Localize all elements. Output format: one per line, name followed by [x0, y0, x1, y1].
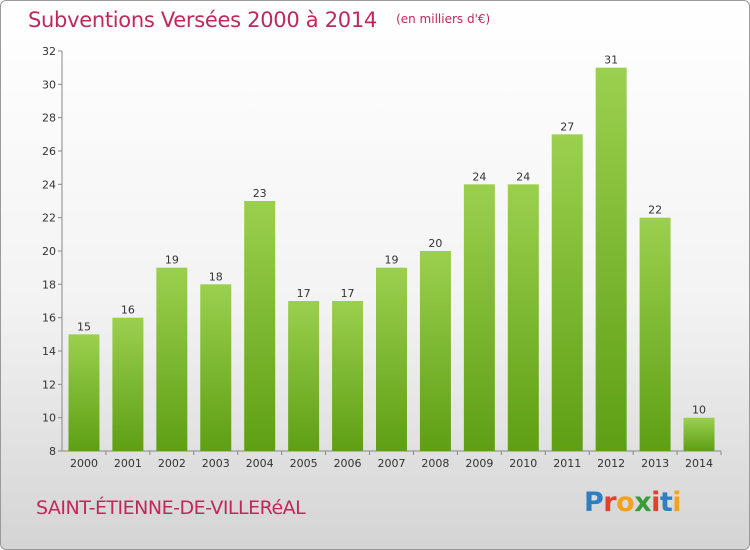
- logo-letter: i: [672, 487, 682, 518]
- value-label: 15: [77, 320, 91, 333]
- y-tick-label: 10: [42, 412, 56, 425]
- logo-letter: i: [651, 487, 660, 518]
- value-label: 19: [165, 254, 179, 267]
- bar-2004: [244, 201, 276, 451]
- x-tick-label: 2003: [202, 457, 230, 470]
- x-tick-label: 2005: [290, 457, 318, 470]
- value-label: 17: [341, 287, 355, 300]
- y-tick-label: 28: [42, 112, 56, 125]
- logo-letter: t: [659, 487, 673, 518]
- logo-letter: o: [616, 487, 635, 518]
- x-tick-label: 2001: [114, 457, 142, 470]
- bar-2002: [156, 267, 188, 451]
- value-label: 23: [253, 187, 267, 200]
- bar-2012: [595, 67, 627, 452]
- bar-2010: [507, 184, 539, 452]
- y-tick-label: 22: [42, 212, 56, 225]
- bar-2001: [112, 317, 144, 451]
- value-label: 27: [560, 120, 574, 133]
- bar-2008: [419, 251, 451, 451]
- x-tick-label: 2012: [597, 457, 625, 470]
- y-tick-label: 32: [42, 45, 56, 58]
- bar-2003: [200, 284, 232, 451]
- value-label: 31: [604, 54, 618, 67]
- x-tick-label: 2004: [246, 457, 274, 470]
- chart-subtitle: (en milliers d'€): [396, 12, 491, 26]
- x-tick-label: 2000: [70, 457, 98, 470]
- y-tick-label: 20: [42, 245, 56, 258]
- commune-name: SAINT-ÉTIENNE-DE-VILLERéAL: [36, 497, 306, 519]
- bar-2005: [288, 301, 320, 451]
- value-label: 24: [472, 170, 486, 183]
- value-label: 22: [648, 204, 662, 217]
- bar-2007: [376, 267, 407, 451]
- bar-2006: [332, 301, 364, 451]
- x-tick-label: 2013: [641, 457, 669, 470]
- x-tick-label: 2007: [378, 457, 406, 470]
- value-label: 24: [516, 170, 530, 183]
- x-tick-label: 2009: [465, 457, 493, 470]
- bar-2013: [639, 217, 671, 451]
- bar-2000: [68, 334, 100, 451]
- labels: 2000 15 2001 16 2002 19 2003 18 2004 23 2005 17 2006…: [70, 54, 713, 470]
- x-tick-label: 2006: [334, 457, 362, 470]
- value-label: 16: [121, 304, 135, 317]
- bars: [68, 67, 715, 452]
- logo-letter: x: [634, 487, 652, 518]
- value-label: 18: [209, 270, 223, 283]
- bar-2009: [463, 184, 495, 452]
- proxiti-logo[interactable]: Proxiti: [584, 487, 682, 518]
- value-label: 10: [692, 404, 706, 417]
- chart-title: Subventions Versées 2000 à 2014: [28, 8, 377, 32]
- y-tick-label: 14: [42, 345, 56, 358]
- y-tick-label: 24: [42, 178, 56, 191]
- y-tick-label: 16: [42, 312, 56, 325]
- x-tick-label: 2008: [421, 457, 449, 470]
- y-tick-label: 8: [49, 445, 56, 458]
- logo-letter: P: [584, 487, 604, 518]
- bar-2014: [683, 417, 715, 451]
- x-tick-label: 2011: [553, 457, 581, 470]
- y-tick-label: 18: [42, 278, 56, 291]
- value-label: 20: [428, 237, 442, 250]
- bar-2011: [551, 134, 583, 452]
- logo-letter: r: [603, 487, 617, 518]
- x-tick-label: 2010: [509, 457, 537, 470]
- y-tick-label: 12: [42, 378, 56, 391]
- value-label: 17: [297, 287, 311, 300]
- title-row: Subventions Versées 2000 à 2014 (en mill…: [28, 8, 490, 32]
- x-tick-label: 2002: [158, 457, 186, 470]
- x-tick-label: 2014: [685, 457, 713, 470]
- y-tick-label: 30: [42, 78, 56, 91]
- value-label: 19: [385, 254, 399, 267]
- y-tick-label: 26: [42, 145, 56, 158]
